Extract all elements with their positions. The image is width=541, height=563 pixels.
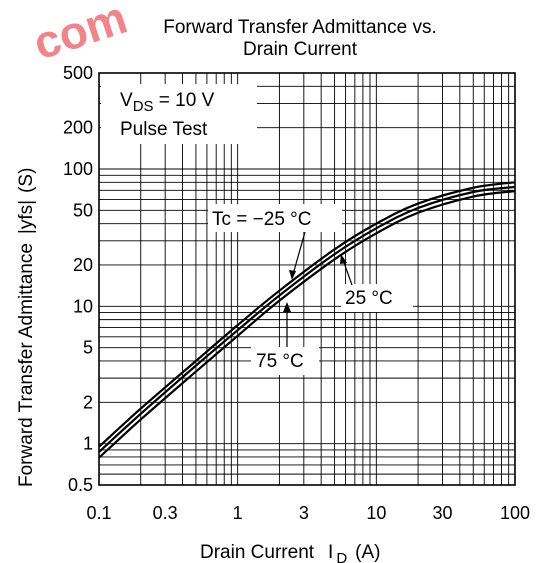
series-curve [98, 190, 516, 459]
x-tick-label: 10 [366, 503, 386, 523]
series-label-minus25: Tc = −25 °C [212, 209, 311, 230]
vds-condition: VDS = 10 V [120, 90, 215, 115]
y-tick-label: 5 [83, 338, 93, 358]
x-axis-label: Drain Current I D (A) [200, 542, 381, 563]
y-tick-label: 500 [63, 63, 93, 83]
plot-frame [98, 72, 516, 486]
chart-title-line1: Forward Transfer Admittance vs. [163, 17, 437, 38]
x-tick-label: 3 [299, 503, 309, 523]
chart-title-line2: Drain Current [243, 39, 358, 60]
x-tick-label: 1 [233, 503, 243, 523]
conditions-box [101, 84, 257, 144]
y-tick-labels: 0.5 1 2 5 10 20 50 100 200 500 [63, 63, 93, 495]
y-tick-label: 100 [63, 159, 93, 179]
y-tick-label: 200 [63, 118, 93, 138]
series-curve [98, 185, 516, 453]
label-bg-75 [251, 347, 319, 375]
y-tick-label: 50 [73, 200, 93, 220]
y-axis-label: Forward Transfer Admittance|yfs|(S) [16, 168, 37, 487]
label-bg-minus25 [208, 204, 342, 232]
x-tick-label: 0.3 [153, 503, 178, 523]
curves-group [98, 181, 516, 459]
watermark-text: com [27, 0, 133, 70]
y-tick-label: 1 [83, 434, 93, 454]
pulse-test-label: Pulse Test [120, 119, 208, 140]
y-tick-label: 2 [83, 392, 93, 412]
y-tick-label: 10 [73, 296, 93, 316]
arrowhead-minus25 [289, 270, 296, 280]
y-tick-label: 0.5 [68, 475, 93, 495]
series-curve [98, 181, 516, 448]
label-bg-25 [341, 284, 413, 312]
x-tick-labels: 0.1 0.3 1 3 10 30 100 [86, 503, 530, 523]
arrowhead-75 [283, 302, 291, 312]
arrowhead-25 [340, 254, 347, 264]
series-label-75: 75 °C [256, 351, 304, 372]
series-label-25: 25 °C [345, 288, 393, 309]
x-tick-label: 30 [432, 503, 452, 523]
pointer-minus25 [291, 231, 306, 279]
x-tick-label: 0.1 [86, 503, 111, 523]
x-tick-label: 100 [500, 503, 530, 523]
y-tick-label: 20 [73, 255, 93, 275]
